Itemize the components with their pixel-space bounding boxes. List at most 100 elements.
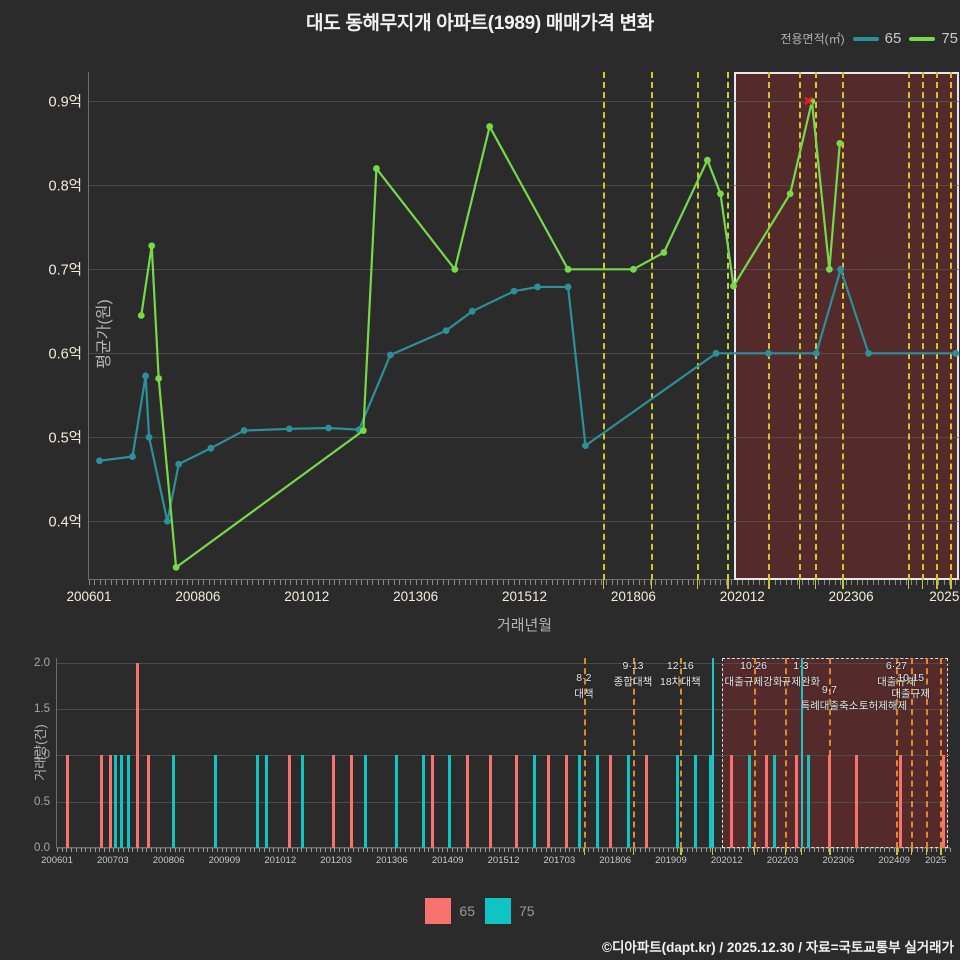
price-point-75[interactable] [564, 265, 572, 273]
price-x-axis-label: 거래년월 [496, 617, 553, 634]
price-point-75[interactable] [825, 265, 833, 273]
volume-bar-65[interactable] [350, 755, 354, 848]
policy-line [936, 72, 939, 580]
volume-bar-65[interactable] [466, 755, 470, 848]
volume-bar-75[interactable] [265, 755, 269, 848]
price-point-65[interactable] [510, 287, 518, 295]
price-point-65[interactable] [534, 283, 541, 291]
legend-item-65[interactable]: 65 [852, 30, 901, 47]
price-point-75[interactable] [717, 190, 724, 198]
price-point-65[interactable] [386, 351, 394, 359]
price-point-75[interactable] [359, 427, 367, 434]
volume-bar-75[interactable] [709, 755, 713, 848]
price-point-75[interactable] [704, 156, 711, 164]
volume-bar-65[interactable] [66, 755, 70, 848]
price-point-65[interactable] [175, 460, 183, 468]
price-point-65[interactable] [96, 457, 103, 465]
volume-bar-65[interactable] [765, 755, 769, 848]
volume-bar-75[interactable] [256, 755, 260, 848]
price-point-65[interactable] [865, 349, 872, 357]
price-x-minor-tick [290, 580, 292, 585]
volume-bar-65[interactable] [794, 755, 798, 848]
price-gridline [89, 269, 960, 271]
price-point-65[interactable] [952, 349, 960, 357]
price-x-minor-tick [807, 580, 809, 585]
volume-bar-75[interactable] [126, 755, 130, 848]
price-point-75[interactable] [451, 265, 459, 273]
volume-bar-65[interactable] [430, 755, 434, 848]
legend-item-75[interactable]: 75 [909, 30, 958, 47]
price-point-75[interactable] [373, 165, 380, 172]
price-x-minor-tick [453, 580, 455, 585]
bottom-legend-item-65[interactable]: 65 [425, 898, 475, 924]
price-point-75[interactable] [836, 139, 844, 147]
volume-bar-75[interactable] [693, 755, 697, 848]
volume-bar-75[interactable] [627, 755, 631, 848]
price-point-65[interactable] [712, 349, 720, 357]
volume-bar-65[interactable] [609, 755, 613, 848]
volume-bar-75[interactable] [171, 755, 175, 848]
volume-bar-65[interactable] [729, 755, 733, 848]
volume-bar-65[interactable] [899, 755, 903, 848]
price-point-75[interactable] [155, 375, 163, 382]
volume-bar-65[interactable] [332, 755, 336, 848]
price-point-65[interactable] [812, 349, 820, 357]
price-point-65[interactable] [582, 442, 589, 450]
volume-gridline [57, 801, 950, 803]
bottom-legend-item-75[interactable]: 75 [485, 898, 535, 924]
volume-bar-65[interactable] [287, 755, 291, 848]
price-point-65[interactable] [142, 372, 150, 380]
volume-bar-75[interactable] [577, 755, 581, 848]
price-point-75[interactable] [137, 312, 145, 319]
price-point-65[interactable] [145, 433, 153, 441]
price-point-65[interactable] [163, 517, 171, 525]
volume-bar-75[interactable] [394, 755, 398, 848]
price-point-75[interactable] [486, 123, 494, 130]
price-point-75[interactable] [172, 564, 180, 571]
volume-bar-65[interactable] [564, 755, 568, 848]
volume-bar-75[interactable] [301, 755, 305, 848]
volume-bar-65[interactable] [109, 755, 113, 848]
volume-bar-65[interactable] [942, 755, 946, 848]
volume-bar-75[interactable] [676, 755, 680, 848]
price-point-75[interactable] [660, 249, 668, 256]
volume-bar-75[interactable] [747, 755, 751, 848]
volume-bar-75[interactable] [807, 755, 811, 848]
price-point-75[interactable] [786, 190, 794, 198]
price-point-65[interactable] [468, 307, 476, 315]
volume-bar-75[interactable] [421, 755, 425, 848]
price-point-75[interactable] [730, 282, 737, 290]
price-point-65[interactable] [285, 425, 293, 433]
volume-bar-75[interactable] [363, 755, 367, 848]
volume-bar-65[interactable] [488, 755, 492, 848]
price-point-65[interactable] [240, 427, 248, 434]
volume-x-minor-tick [169, 848, 171, 852]
volume-bar-75[interactable] [113, 755, 117, 848]
volume-x-major-tick [800, 848, 803, 855]
price-point-75[interactable] [629, 265, 637, 273]
volume-bar-75[interactable] [595, 755, 599, 848]
price-point-75[interactable] [148, 242, 156, 250]
price-x-minor-tick [225, 580, 227, 585]
price-point-65[interactable] [837, 265, 845, 273]
volume-bar-65[interactable] [135, 662, 139, 848]
price-point-65[interactable] [207, 444, 215, 452]
volume-bar-75[interactable] [214, 755, 218, 848]
volume-bar-65[interactable] [147, 755, 151, 848]
price-x-tick: 202012 [719, 589, 765, 604]
price-point-65[interactable] [564, 283, 572, 291]
volume-bar-75[interactable] [772, 755, 776, 848]
volume-bar-65[interactable] [827, 755, 831, 848]
volume-bar-75[interactable] [448, 755, 452, 848]
volume-bar-65[interactable] [515, 755, 519, 848]
volume-bar-65[interactable] [100, 755, 104, 848]
volume-bar-65[interactable] [546, 755, 550, 848]
price-point-65[interactable] [764, 349, 772, 357]
volume-bar-65[interactable] [854, 755, 858, 848]
price-point-65[interactable] [129, 453, 136, 460]
volume-bar-75[interactable] [119, 755, 123, 848]
price-point-65[interactable] [325, 424, 332, 432]
price-point-65[interactable] [442, 327, 450, 335]
volume-bar-65[interactable] [644, 755, 648, 848]
volume-bar-75[interactable] [533, 755, 537, 848]
